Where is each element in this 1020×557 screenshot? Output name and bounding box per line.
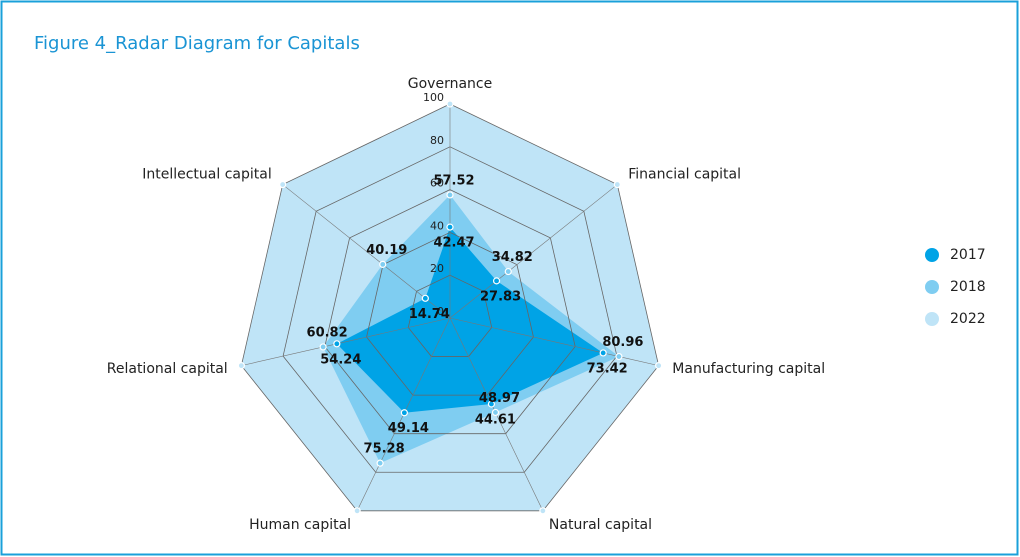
point (333, 340, 341, 348)
category-label: Manufacturing capital (672, 361, 825, 377)
legend-swatch (925, 248, 939, 262)
data-label: 34.82 (492, 250, 533, 265)
point (376, 459, 384, 467)
spoke (449, 184, 618, 319)
point (400, 409, 408, 417)
data-label: 75.28 (364, 442, 405, 457)
legend-label: 2022 (950, 311, 986, 327)
category-label: Financial capital (628, 167, 741, 183)
point (491, 408, 500, 417)
point (379, 260, 387, 268)
point (279, 180, 287, 189)
grid-line (407, 274, 493, 357)
category-label: Natural capital (549, 517, 652, 533)
data-label: 54.24 (320, 352, 361, 367)
point (353, 507, 361, 515)
point (504, 267, 512, 276)
y-tick-label: 80 (430, 134, 444, 147)
data-label: 48.97 (479, 391, 520, 406)
point (492, 277, 501, 285)
legend-label: 2018 (950, 279, 986, 295)
point (446, 191, 454, 199)
data-label: 42.47 (433, 236, 474, 251)
chart-title: Figure 4_Radar Diagram for Capitals (34, 33, 360, 54)
point (237, 362, 245, 370)
data-label: 44.61 (475, 413, 516, 428)
y-tick-label: 0 (437, 305, 444, 318)
data-label: 40.19 (366, 243, 407, 258)
grid-line (366, 231, 534, 396)
point (421, 294, 429, 302)
spoke (241, 317, 451, 366)
point (615, 352, 623, 361)
data-label: 14.74 (409, 307, 450, 322)
legend-swatch (925, 280, 939, 294)
grid-line (324, 189, 576, 435)
spoke (282, 184, 451, 319)
data-label: 57.52 (433, 173, 474, 188)
data-label: 27.83 (480, 289, 521, 304)
point (446, 100, 454, 108)
point (613, 180, 621, 189)
y-tick-label: 40 (430, 219, 444, 232)
point (655, 362, 663, 370)
data-label: 73.42 (587, 361, 628, 376)
point (539, 507, 547, 515)
series-area (336, 227, 604, 413)
legend-swatch (925, 312, 939, 326)
category-label: Intellectual capital (142, 167, 272, 183)
spoke (449, 317, 659, 366)
grid-line (240, 103, 660, 512)
y-tick-label: 100 (423, 91, 444, 104)
data-label: 80.96 (602, 335, 643, 350)
point (487, 400, 496, 408)
data-label: 60.82 (307, 325, 348, 340)
category-label: Governance (408, 76, 492, 92)
grid-line (282, 146, 618, 473)
y-tick-label: 60 (430, 177, 444, 190)
category-label: Relational capital (107, 361, 228, 377)
y-tick-label: 20 (430, 262, 444, 275)
data-label: 49.14 (388, 421, 429, 436)
category-label: Human capital (249, 517, 351, 533)
legend-label: 2017 (950, 247, 986, 263)
point (319, 343, 327, 351)
point (446, 223, 454, 231)
point (599, 349, 607, 357)
